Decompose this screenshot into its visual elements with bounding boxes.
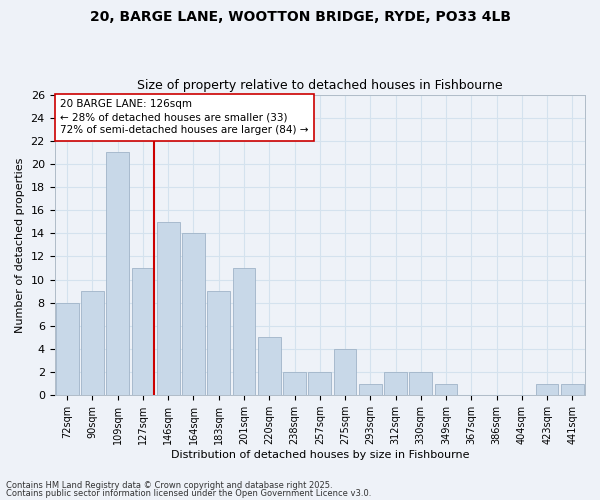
Bar <box>308 372 331 395</box>
Y-axis label: Number of detached properties: Number of detached properties <box>15 157 25 332</box>
Bar <box>208 291 230 395</box>
Text: Contains HM Land Registry data © Crown copyright and database right 2025.: Contains HM Land Registry data © Crown c… <box>6 481 332 490</box>
Text: 20, BARGE LANE, WOOTTON BRIDGE, RYDE, PO33 4LB: 20, BARGE LANE, WOOTTON BRIDGE, RYDE, PO… <box>89 10 511 24</box>
Bar <box>334 349 356 395</box>
Bar <box>56 302 79 395</box>
Bar <box>561 384 584 395</box>
Bar <box>81 291 104 395</box>
Bar <box>536 384 559 395</box>
Bar <box>384 372 407 395</box>
Bar <box>258 338 281 395</box>
Bar <box>182 234 205 395</box>
Bar <box>409 372 432 395</box>
X-axis label: Distribution of detached houses by size in Fishbourne: Distribution of detached houses by size … <box>170 450 469 460</box>
Bar <box>157 222 179 395</box>
Title: Size of property relative to detached houses in Fishbourne: Size of property relative to detached ho… <box>137 79 503 92</box>
Bar <box>283 372 306 395</box>
Bar <box>131 268 154 395</box>
Text: 20 BARGE LANE: 126sqm
← 28% of detached houses are smaller (33)
72% of semi-deta: 20 BARGE LANE: 126sqm ← 28% of detached … <box>60 99 308 136</box>
Bar <box>106 152 129 395</box>
Text: Contains public sector information licensed under the Open Government Licence v3: Contains public sector information licen… <box>6 488 371 498</box>
Bar <box>233 268 256 395</box>
Bar <box>434 384 457 395</box>
Bar <box>359 384 382 395</box>
